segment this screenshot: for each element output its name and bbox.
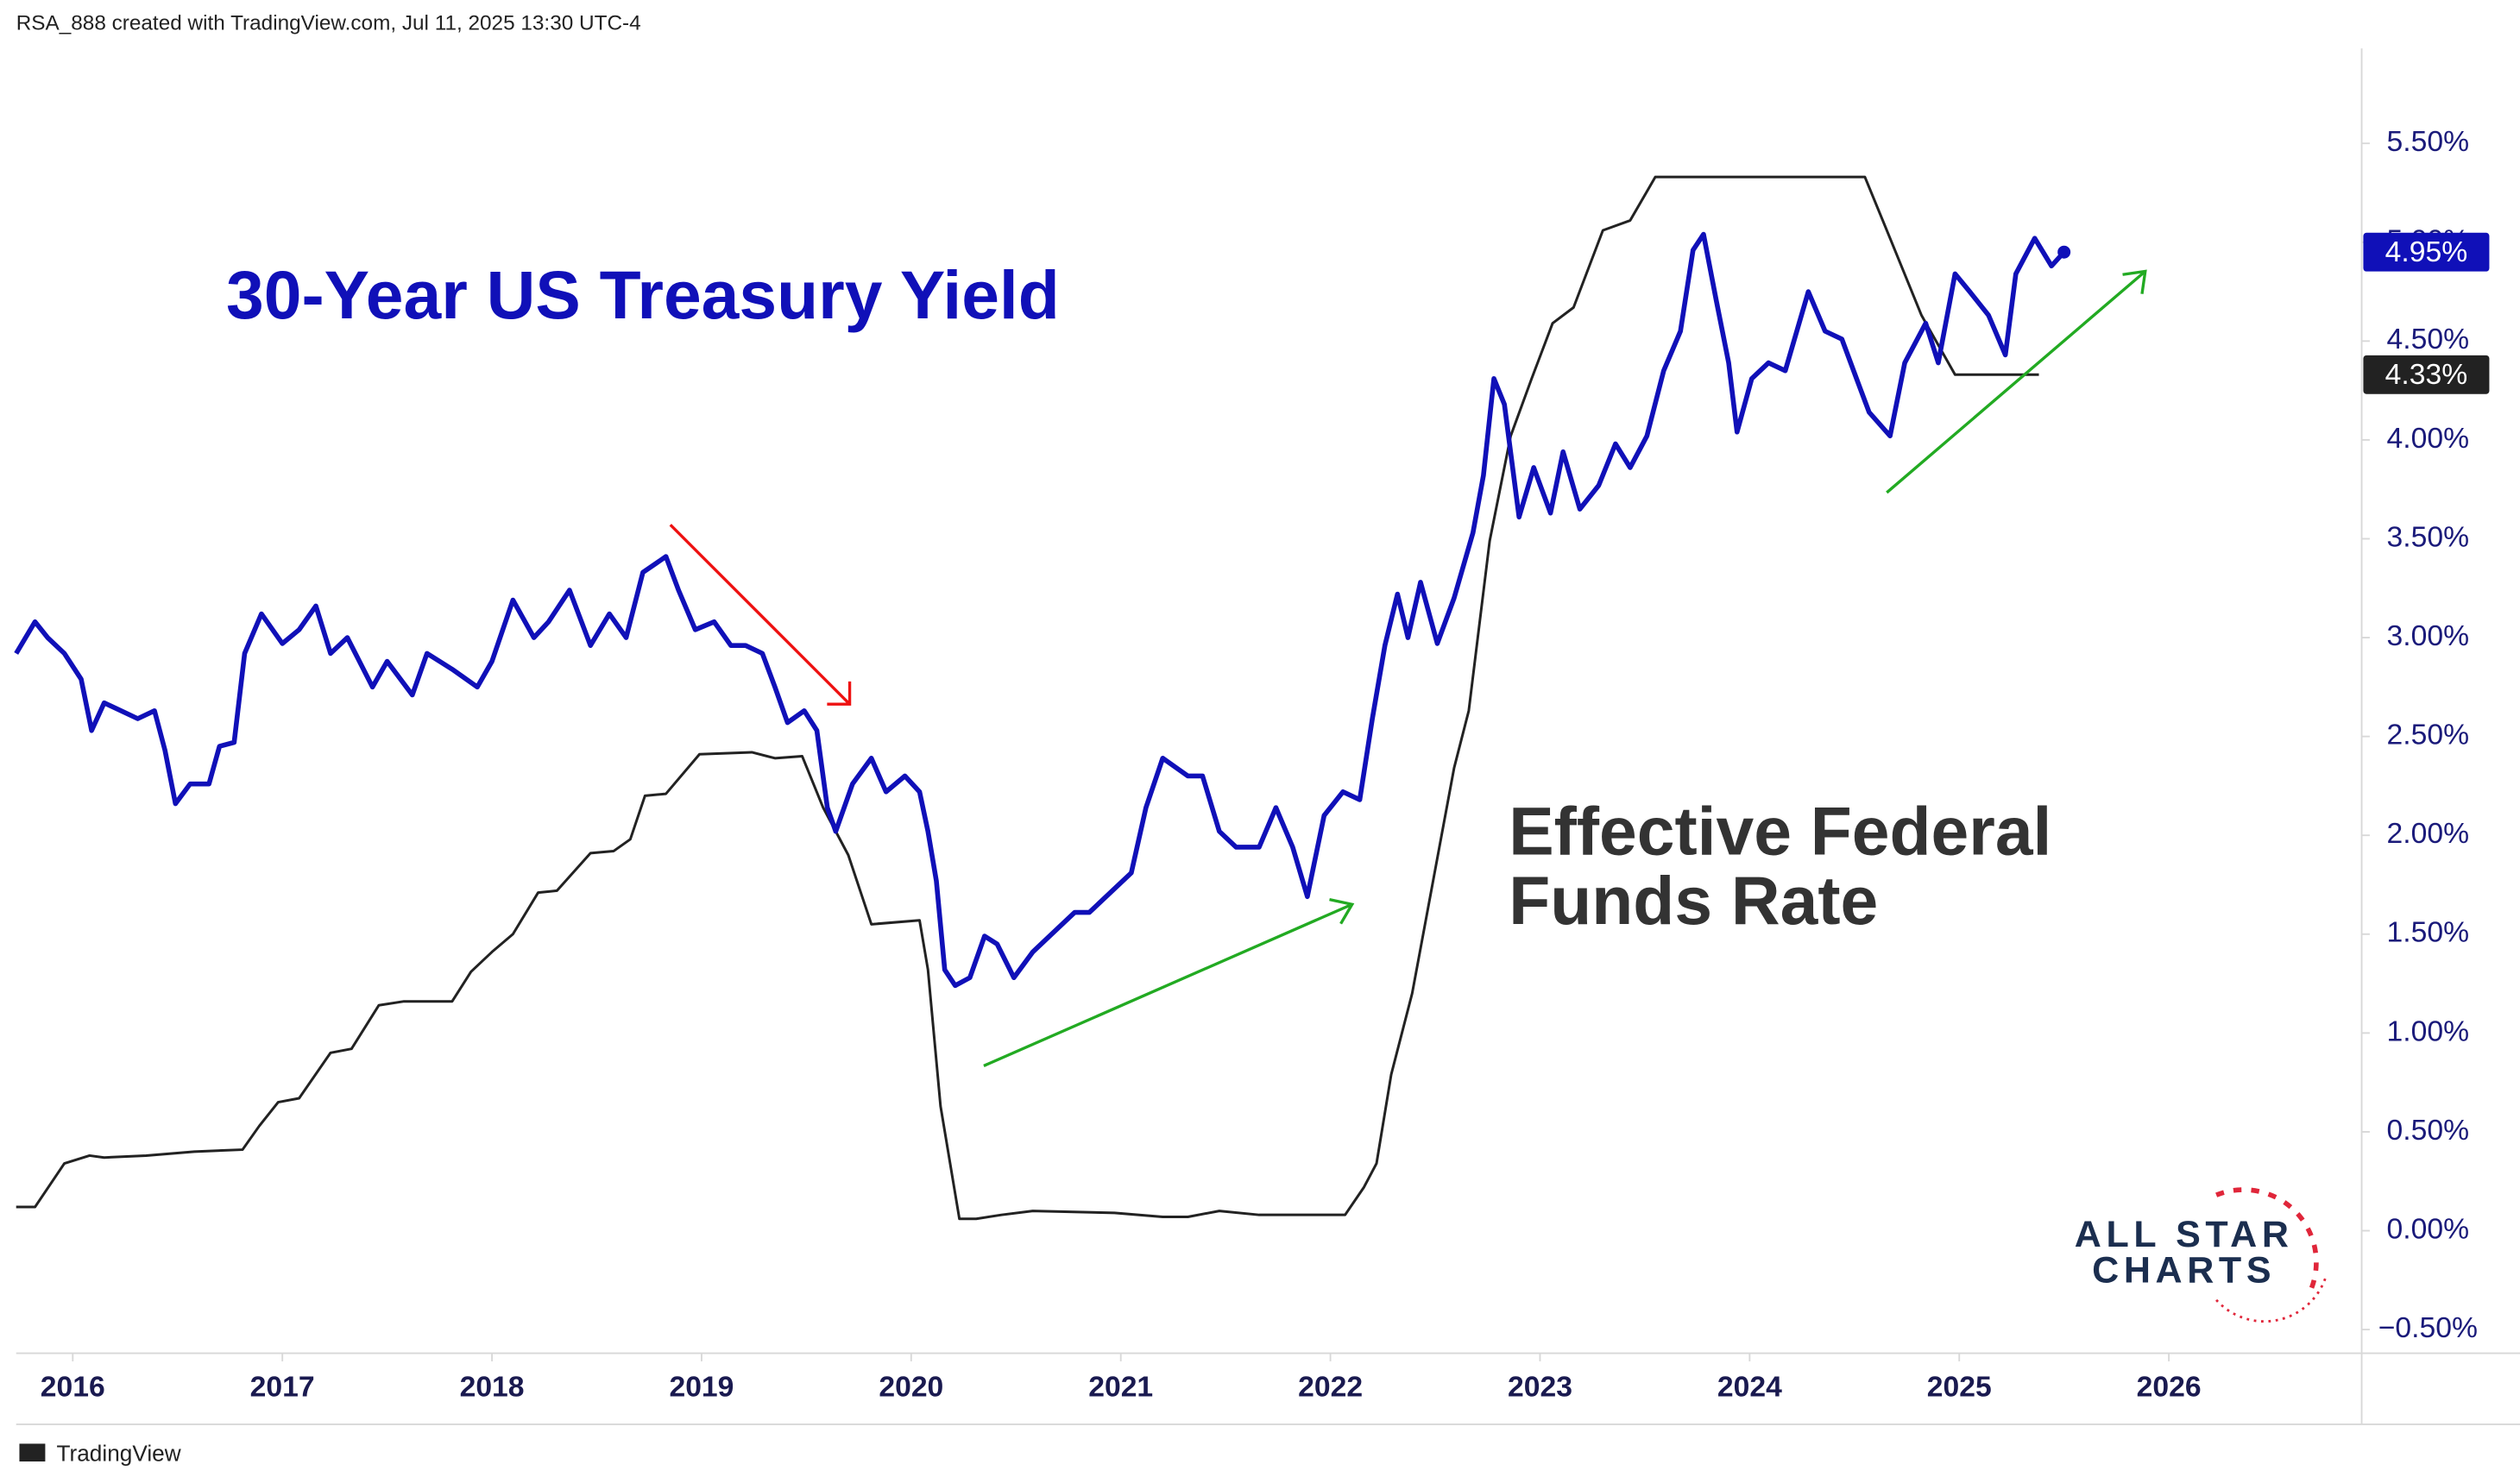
x-tick-label: 2019 bbox=[669, 1372, 734, 1404]
y-tick-label: 2.50% bbox=[2387, 720, 2470, 751]
annotation: Effective Federal bbox=[1509, 793, 2051, 869]
arrow-head bbox=[1329, 897, 1355, 925]
x-tick-label: 2024 bbox=[1717, 1372, 1782, 1404]
y-tick-label: −0.50% bbox=[2378, 1312, 2478, 1344]
price-label-box bbox=[2363, 232, 2490, 272]
x-tick-label: 2017 bbox=[250, 1372, 315, 1404]
logo-text: CHARTS bbox=[2092, 1249, 2276, 1291]
footer-logo bbox=[19, 1443, 46, 1462]
logo: ALL STAR CHARTS bbox=[2075, 1187, 2328, 1323]
annotation: Funds Rate bbox=[1509, 863, 1878, 939]
x-tick-label: 2018 bbox=[460, 1372, 525, 1404]
arrow bbox=[983, 902, 1353, 1067]
x-tick-label: 2021 bbox=[1088, 1372, 1153, 1404]
y-tick-label: 0.50% bbox=[2387, 1115, 2470, 1147]
plot bbox=[14, 175, 2071, 1221]
y-tick-label: 3.00% bbox=[2387, 620, 2470, 652]
series-line bbox=[16, 175, 2039, 1221]
y-tick-label: 1.00% bbox=[2387, 1015, 2470, 1047]
arrow bbox=[1886, 270, 2146, 494]
x-tick-label: 2023 bbox=[1508, 1372, 1572, 1404]
logo-text: ALL STAR bbox=[2075, 1214, 2294, 1255]
arrow bbox=[669, 524, 851, 706]
annotation: 30-Year US Treasury Yield bbox=[226, 257, 1060, 333]
y-tick-label: 2.00% bbox=[2387, 818, 2470, 850]
y-tick-label: 5.50% bbox=[2387, 126, 2470, 158]
price-label: 4.95% bbox=[2385, 236, 2468, 268]
logo-stars bbox=[2215, 1187, 2319, 1293]
arrow-head bbox=[827, 681, 852, 706]
series-line bbox=[14, 231, 2066, 989]
x-tick-label: 2022 bbox=[1298, 1372, 1363, 1404]
header: RSA_888 created with TradingView.com, Ju… bbox=[16, 12, 641, 35]
logo-dots bbox=[2215, 1275, 2328, 1323]
y-tick-label: 3.50% bbox=[2387, 521, 2470, 553]
price-label: 4.33% bbox=[2385, 359, 2468, 391]
x-tick-label: 2020 bbox=[879, 1372, 943, 1404]
x-tick-label: 2016 bbox=[41, 1372, 105, 1404]
footer: TradingView bbox=[57, 1440, 181, 1466]
y-tick-label: 4.00% bbox=[2387, 423, 2470, 455]
x-tick-label: 2025 bbox=[1927, 1372, 1992, 1404]
arrow-head bbox=[2122, 269, 2147, 294]
price-label-box bbox=[2363, 355, 2490, 394]
last-point bbox=[2057, 245, 2071, 259]
y-tick-label: 0.00% bbox=[2387, 1213, 2470, 1245]
arrows bbox=[669, 269, 2147, 1067]
x-tick-label: 2026 bbox=[2137, 1372, 2202, 1404]
y-tick-label: 1.50% bbox=[2387, 917, 2470, 949]
y-tick-label: 4.50% bbox=[2387, 324, 2470, 355]
